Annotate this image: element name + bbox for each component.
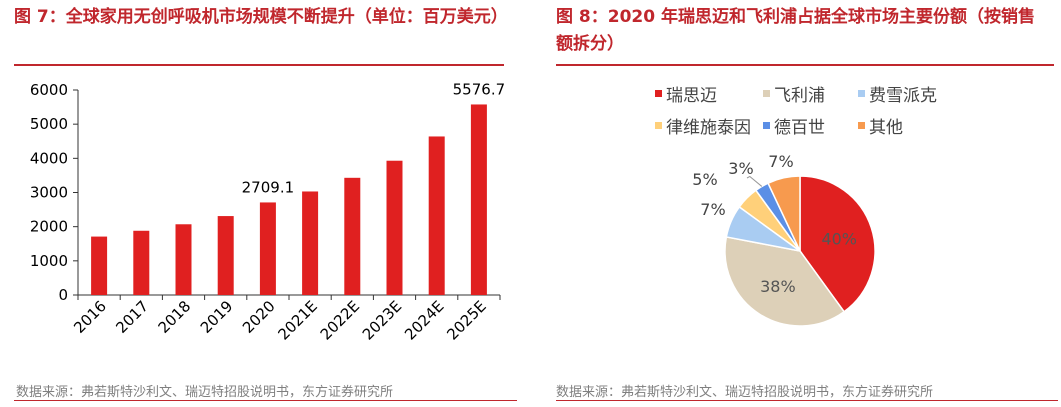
legend-label: 律维施泰因 <box>666 118 751 138</box>
x-tick-label: 2024E <box>401 297 447 343</box>
legend-label: 费雪派克 <box>869 86 937 106</box>
right-source-note: 数据来源：弗若斯特沙利文、瑞迈特招股说明书，东方证券研究所 <box>556 385 934 400</box>
legend-swatch <box>763 90 770 97</box>
pie-value-label-2: 7% <box>700 200 725 219</box>
right-figure-title: 图 8：2020 年瑞思迈和飞利浦占据全球市场主要份额（按销售额拆分） <box>556 7 1035 54</box>
bar-2021E <box>302 191 319 295</box>
x-tick-label: 2025E <box>443 297 489 343</box>
bar-2018 <box>175 224 192 295</box>
bar-2016 <box>91 236 108 295</box>
data-label-2020: 2709.1 <box>242 178 295 196</box>
legend-swatch <box>763 122 770 129</box>
x-tick-label: 2019 <box>197 297 237 337</box>
legend-label: 飞利浦 <box>774 86 825 106</box>
legend-label: 其他 <box>869 118 903 138</box>
x-tick-label: 2021E <box>275 297 321 343</box>
legend-label: 瑞思迈 <box>666 86 717 106</box>
y-tick-label: 3000 <box>30 184 68 202</box>
bar-2023E <box>386 160 403 295</box>
right-figure-panel: 图 8：2020 年瑞思迈和飞利浦占据全球市场主要份额（按销售额拆分） 瑞思迈 飞… <box>543 0 1061 407</box>
y-tick-label: 0 <box>58 286 68 304</box>
y-tick-label: 4000 <box>30 149 68 167</box>
pie-slice-0 <box>799 175 876 313</box>
y-tick-label: 1000 <box>30 252 68 270</box>
x-tick-label: 2016 <box>70 297 110 337</box>
pie-leader-line <box>746 175 763 187</box>
y-tick-label: 2000 <box>30 218 68 236</box>
legend-swatch <box>858 122 865 129</box>
bar-chart: 0 1000 2000 3000 4000 5000 6000 2016 2017 2018 201… <box>30 80 506 343</box>
left-bottom-rule <box>14 400 517 401</box>
legend-swatch <box>655 90 662 97</box>
pie-slice-5 <box>767 175 801 252</box>
pie-value-label-3: 5% <box>692 170 717 189</box>
legend-label: 德百世 <box>774 118 825 138</box>
left-figure-panel: 图 7：全球家用无创呼吸机市场规模不断提升（单位：百万美元） 0 1000 2000… <box>0 0 521 407</box>
x-tick-label: 2022E <box>317 297 363 343</box>
bar-2017 <box>133 230 150 295</box>
right-bottom-rule <box>556 400 1058 401</box>
left-title-rule <box>14 64 504 66</box>
right-title-rule <box>556 64 1054 66</box>
bar-2024E <box>428 136 445 295</box>
pie-value-label-5: 7% <box>768 152 793 171</box>
bar-2022E <box>344 177 361 295</box>
x-tick-label: 2018 <box>155 297 195 337</box>
legend-swatch <box>655 122 662 129</box>
pie-value-label-1: 38% <box>760 277 796 296</box>
x-tick-label: 2020 <box>239 297 279 337</box>
left-figure-title: 图 7：全球家用无创呼吸机市场规模不断提升（单位：百万美元） <box>14 7 508 27</box>
legend-swatch <box>858 90 865 97</box>
y-tick-label: 6000 <box>30 81 68 99</box>
x-tick-label: 2023E <box>359 297 405 343</box>
pie-value-label-0: 40% <box>821 229 857 248</box>
pie-slice-1 <box>724 236 846 327</box>
left-source-note: 数据来源：弗若斯特沙利文、瑞迈特招股说明书，东方证券研究所 <box>16 385 394 400</box>
y-tick-label: 5000 <box>30 115 68 133</box>
bar-2020 <box>259 202 276 295</box>
x-tick-label: 2017 <box>112 297 152 337</box>
data-label-2025E: 5576.7 <box>453 80 506 98</box>
bar-2019 <box>217 216 234 295</box>
bar-2025E <box>470 104 487 295</box>
pie-value-label-4: 3% <box>728 159 753 178</box>
